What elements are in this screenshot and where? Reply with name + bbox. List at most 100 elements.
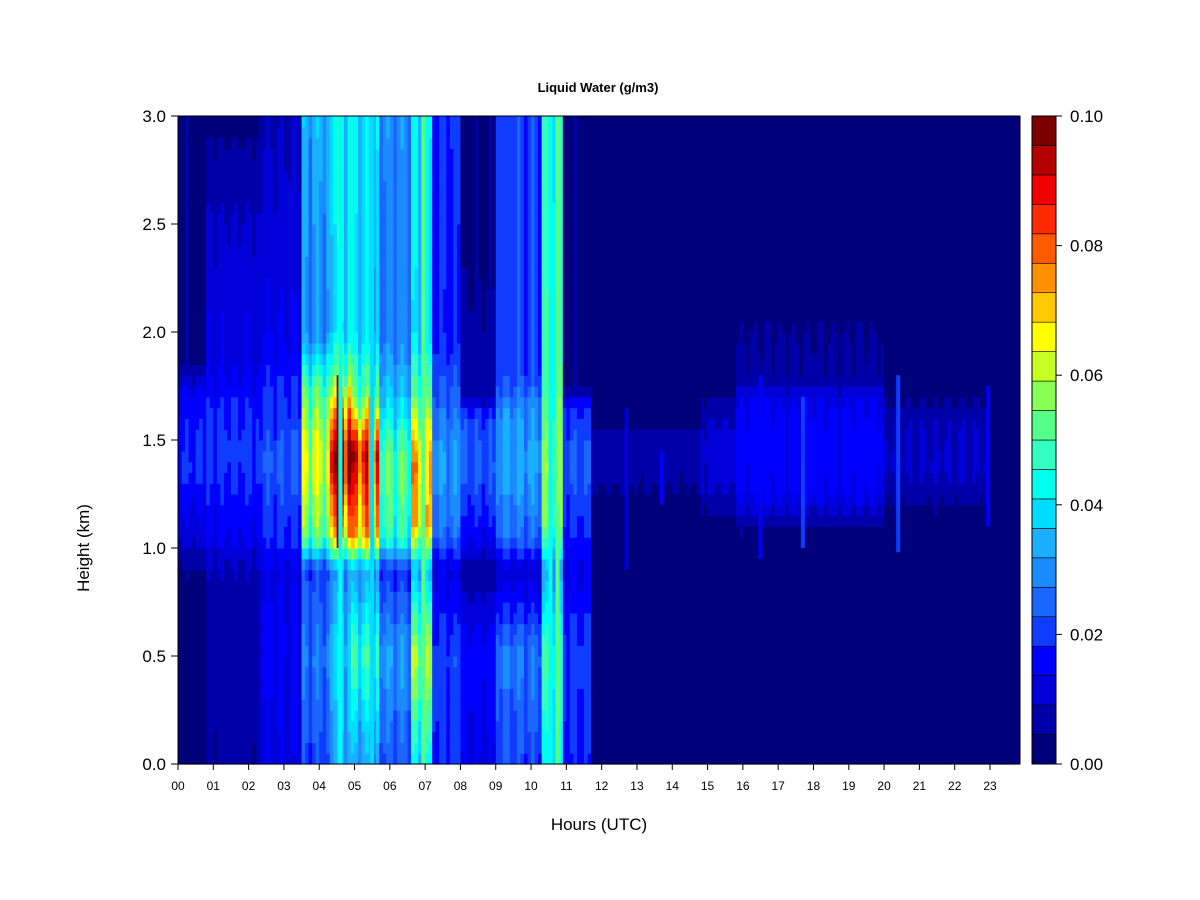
heatmap-cell: [365, 407, 370, 419]
heatmap-cell: [463, 710, 469, 722]
heatmap-cell: [259, 623, 264, 635]
heatmap-cell: [192, 116, 197, 128]
heatmap-cell: [414, 742, 419, 754]
heatmap-cell: [178, 742, 183, 754]
heatmap-cell: [178, 116, 183, 128]
heatmap-cell: [283, 342, 289, 355]
heatmap-cell: [195, 159, 200, 171]
heatmap-cell: [319, 126, 324, 139]
heatmap-cell: [407, 418, 412, 430]
heatmap-cell: [188, 321, 193, 333]
heatmap-cell: [365, 224, 370, 236]
heatmap-cell: [241, 504, 246, 517]
heatmap-cell: [202, 515, 207, 527]
heatmap-cell: [432, 116, 437, 128]
heatmap-cell: [403, 515, 409, 527]
heatmap-cell: [319, 429, 324, 441]
heatmap-cell: [248, 288, 253, 301]
heatmap-cell: [178, 548, 183, 560]
heatmap-cell: [418, 526, 423, 538]
heatmap-cell: [252, 602, 257, 614]
heatmap-cell: [358, 558, 363, 571]
heatmap-cell: [460, 375, 465, 387]
heatmap-cell: [347, 656, 352, 668]
heatmap-cell: [396, 645, 402, 657]
heatmap-cell: [372, 472, 377, 484]
heatmap-cell: [209, 710, 214, 722]
heatmap-cell: [432, 753, 437, 765]
heatmap-cell: [389, 310, 394, 322]
heatmap-cell: [181, 656, 186, 668]
heatmap-cell: [460, 213, 465, 225]
heatmap-cell: [259, 591, 264, 603]
heatmap-cell: [290, 256, 296, 268]
heatmap-cell: [435, 612, 440, 625]
heatmap-cell: [252, 180, 257, 193]
heatmap-cell: [294, 688, 299, 700]
heatmap-cell: [460, 472, 465, 484]
heatmap-cell: [414, 548, 419, 560]
heatmap-cell: [192, 353, 197, 365]
heatmap-cell: [439, 645, 444, 657]
heatmap-cell: [266, 537, 271, 549]
heatmap-cell: [206, 180, 211, 193]
heatmap-cell: [269, 159, 274, 171]
heatmap-cell: [185, 407, 190, 419]
heatmap-cell: [322, 558, 327, 571]
heatmap-cell: [252, 742, 257, 754]
heatmap-cell: [389, 191, 394, 203]
heatmap-cell: [213, 288, 218, 301]
heatmap-cell: [266, 569, 271, 581]
heatmap-cell: [439, 440, 444, 452]
heatmap-cell: [326, 710, 331, 722]
heatmap-cell: [389, 245, 394, 257]
heatmap-cell: [283, 418, 289, 430]
heatmap-cell: [255, 742, 260, 754]
heatmap-cell: [315, 645, 320, 657]
heatmap-cell: [358, 688, 363, 700]
heatmap-cell: [343, 310, 349, 322]
heatmap-cell: [312, 224, 317, 236]
heatmap-cell: [393, 461, 398, 473]
heatmap-cell: [269, 742, 274, 754]
heatmap-cell: [400, 116, 405, 128]
heatmap-cell: [315, 548, 320, 560]
heatmap-cell: [442, 688, 447, 700]
heatmap-cell: [283, 288, 289, 301]
heatmap-cell: [308, 461, 313, 473]
heatmap-cell: [241, 213, 246, 225]
heatmap-cell: [382, 386, 387, 398]
heatmap-cell: [227, 353, 232, 365]
heatmap-cell: [372, 321, 377, 333]
heatmap-cell: [287, 645, 292, 657]
heatmap-cell: [361, 526, 366, 538]
heatmap-cell: [319, 278, 324, 290]
heatmap-cell: [220, 450, 225, 463]
heatmap-cell: [372, 494, 377, 506]
heatmap-cell: [358, 548, 363, 560]
heatmap-cell: [428, 591, 433, 603]
heatmap-cell: [312, 656, 317, 668]
heatmap-cell: [181, 429, 186, 441]
heatmap-cell: [216, 278, 221, 290]
heatmap-cell: [439, 288, 444, 301]
heatmap-cell: [188, 180, 193, 193]
heatmap-cell: [280, 472, 285, 484]
heatmap-cell: [379, 418, 384, 430]
heatmap-cell: [308, 375, 313, 387]
heatmap-cell: [315, 753, 320, 765]
heatmap-cell: [305, 364, 310, 376]
heatmap-cell: [273, 418, 278, 430]
heatmap-cell: [287, 591, 292, 603]
heatmap-cell: [234, 332, 239, 344]
heatmap-cell: [312, 213, 317, 225]
heatmap-cell: [442, 731, 447, 743]
heatmap-cell: [400, 494, 405, 506]
heatmap-cell: [411, 364, 416, 376]
heatmap-cell: [280, 634, 285, 646]
heatmap-cell: [216, 418, 221, 430]
heatmap-cell: [343, 364, 349, 376]
heatmap-cell: [449, 688, 454, 700]
heatmap-cell: [389, 224, 394, 236]
heatmap-cell: [287, 450, 292, 463]
